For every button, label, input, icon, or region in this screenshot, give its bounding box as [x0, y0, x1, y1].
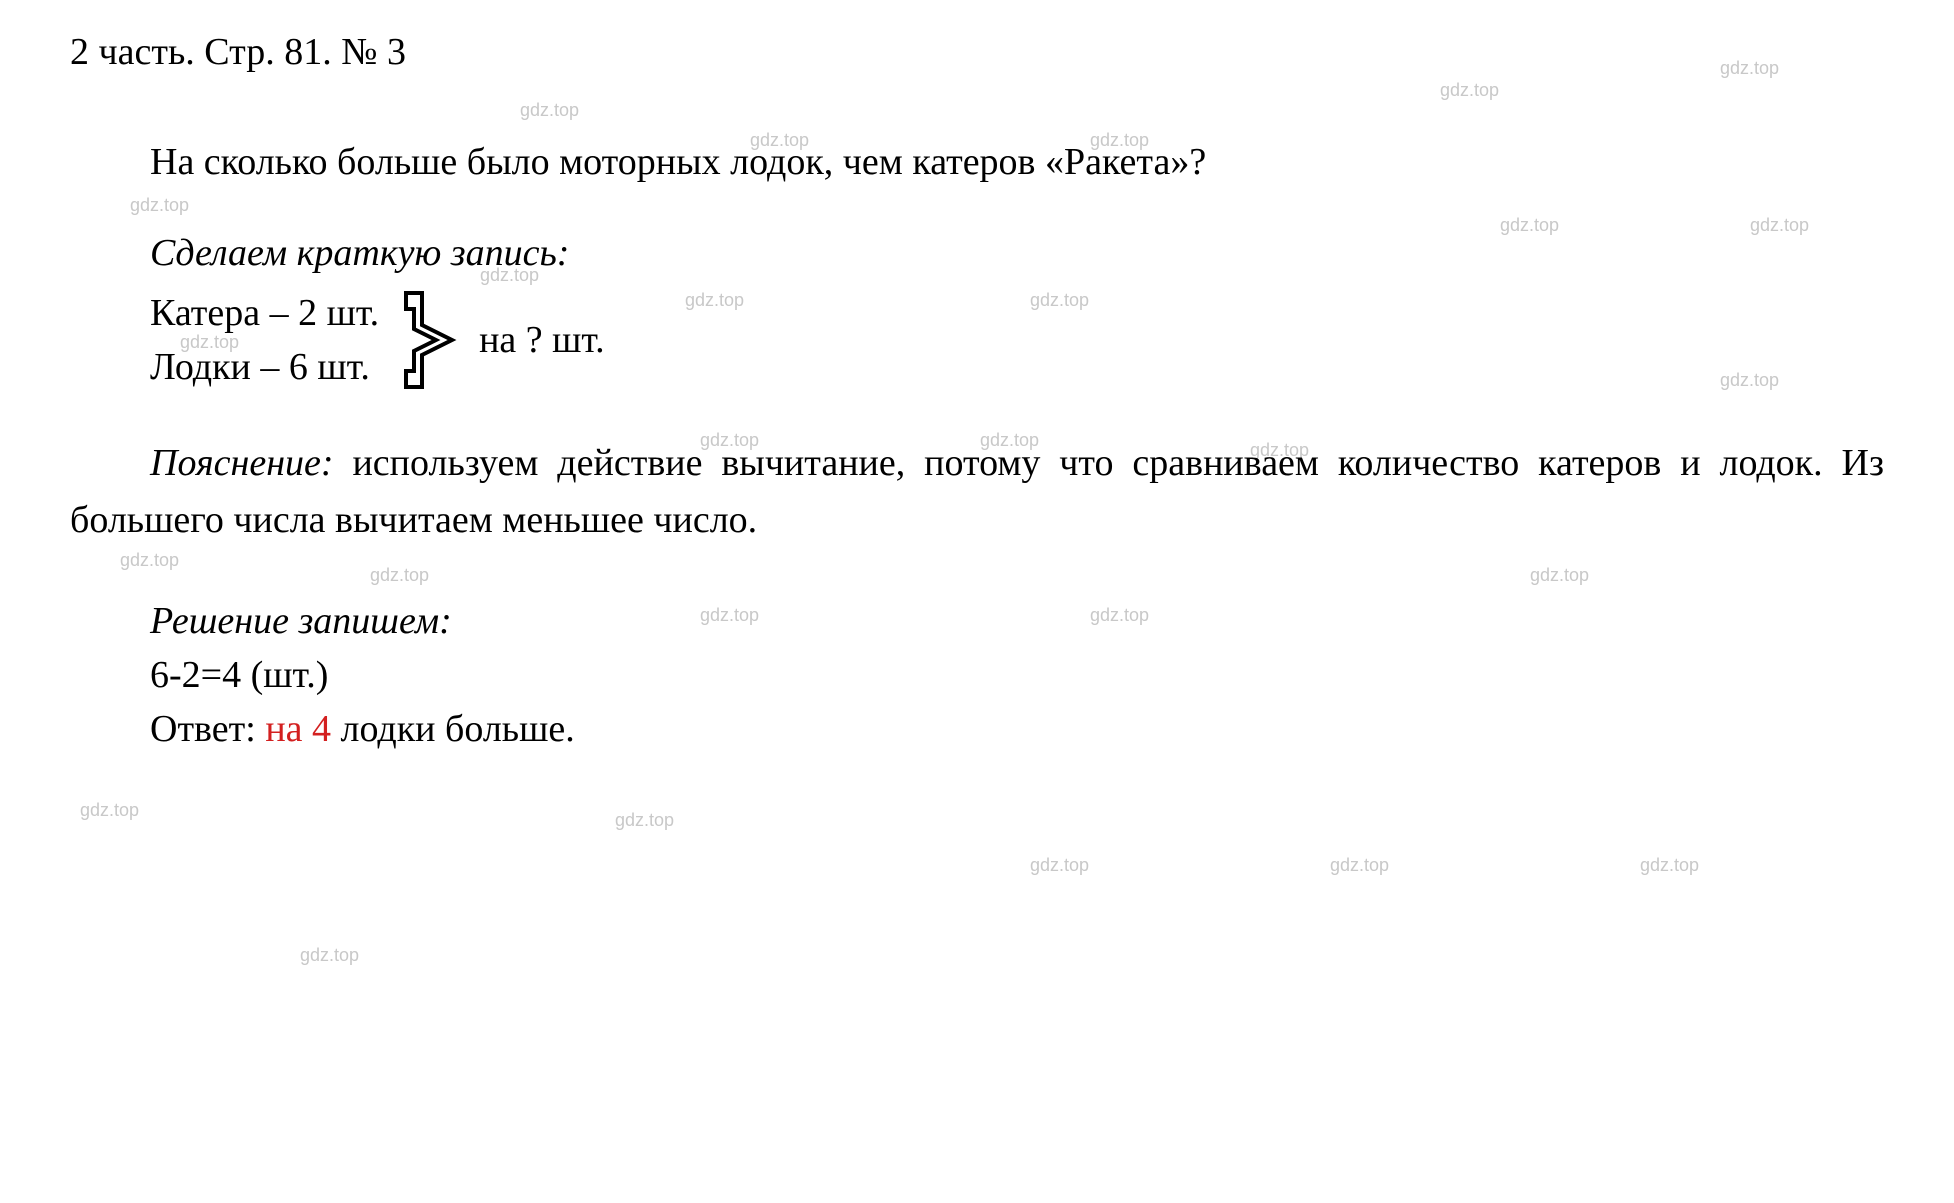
answer-line: Ответ: на 4 лодки больше. [150, 707, 1884, 751]
explanation-paragraph: Пояснение: используем действие вычитание… [70, 435, 1884, 549]
watermark-text: gdz.top [300, 945, 359, 966]
watermark-text: gdz.top [1030, 855, 1089, 876]
solution-title: Решение запишем: [150, 599, 1884, 643]
solution-calculation: 6-2=4 (шт.) [150, 653, 1884, 697]
brief-record-block: Сделаем краткую запись: Катера – 2 шт. Л… [150, 231, 1884, 395]
answer-suffix: лодки больше. [331, 708, 575, 750]
watermark-text: gdz.top [1330, 855, 1389, 876]
explanation-text: используем действие вычитание, потому чт… [70, 442, 1884, 541]
brief-rows: Катера – 2 шт. Лодки – 6 шт. на ? шт. [150, 285, 1884, 395]
brief-row-1: Катера – 2 шт. [150, 291, 379, 335]
watermark-text: gdz.top [615, 810, 674, 831]
watermark-text: gdz.top [1640, 855, 1699, 876]
explanation-label: Пояснение: [150, 442, 334, 484]
solution-block: Решение запишем: 6-2=4 (шт.) Ответ: на 4… [150, 599, 1884, 751]
brief-text-column: Катера – 2 шт. Лодки – 6 шт. [150, 291, 379, 389]
brief-title: Сделаем краткую запись: [150, 231, 1884, 275]
brief-row-2: Лодки – 6 шт. [150, 345, 379, 389]
answer-highlight: на 4 [265, 708, 331, 750]
page-header: 2 часть. Стр. 81. № 3 [70, 30, 1884, 74]
answer-prefix: Ответ: [150, 708, 265, 750]
watermark-text: gdz.top [80, 800, 139, 821]
question-paragraph: На сколько больше было моторных лодок, ч… [70, 134, 1884, 191]
brief-question: на ? шт. [479, 318, 605, 362]
curly-bracket-icon [394, 285, 464, 395]
